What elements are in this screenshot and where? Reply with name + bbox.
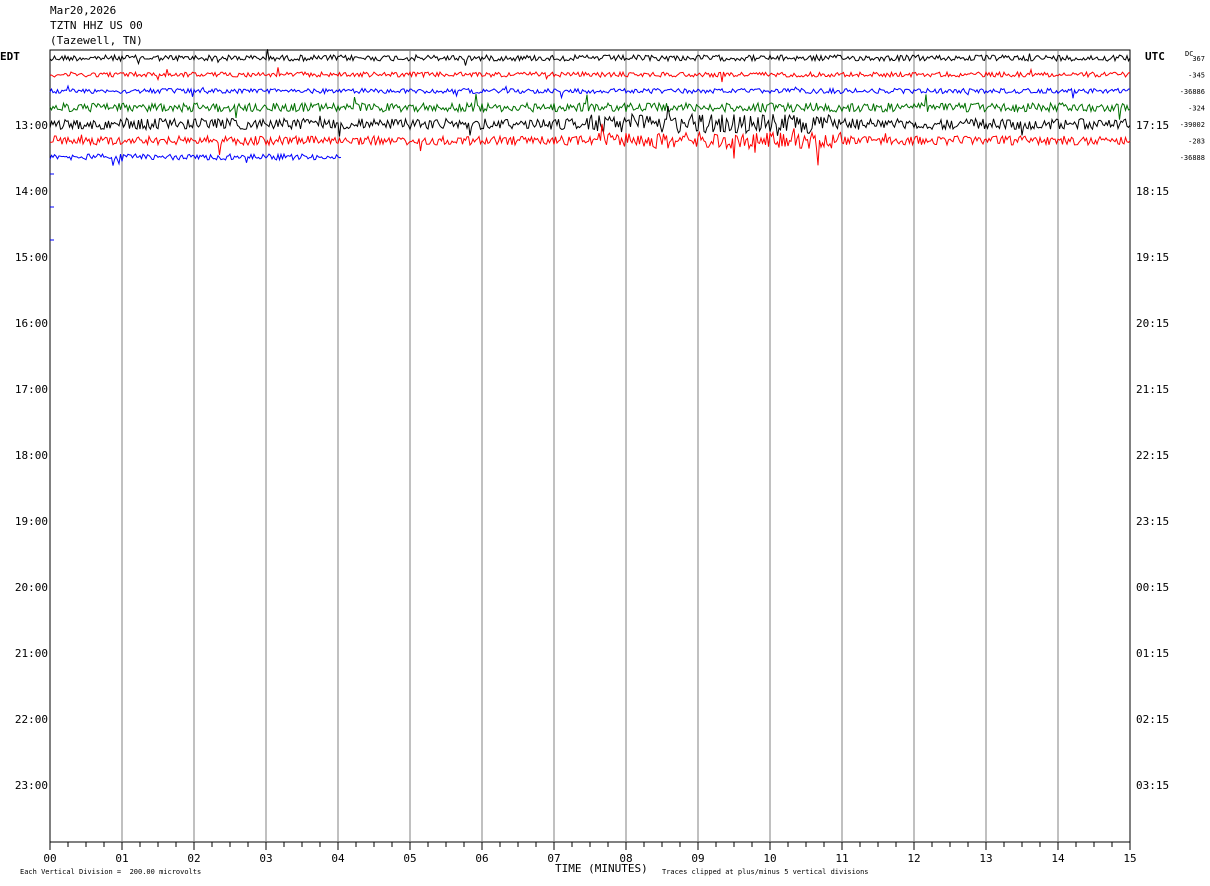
edt-hour-label: 15:00 [15,251,48,264]
seismic-trace [49,94,1131,120]
utc-label: UTC [1145,50,1165,63]
utc-hour-label: 03:15 [1136,779,1169,792]
station-id: TZTN HHZ US 00 [50,19,143,32]
x-tick-label: 13 [979,852,992,865]
dc-offset-label: -36888 [1180,154,1205,162]
edt-hour-label: 18:00 [15,449,48,462]
x-tick-label: 10 [763,852,776,865]
x-tick-label: 11 [835,852,848,865]
plot-frame [49,49,1131,843]
seismic-trace [49,123,1131,166]
x-tick-label: 01 [115,852,128,865]
seismic-trace [49,49,1131,66]
station-location: (Tazewell, TN) [50,34,143,47]
utc-hour-label: 21:15 [1136,383,1169,396]
x-tick-label: 04 [331,852,345,865]
dc-label: DC [1185,50,1194,58]
dc-offset-label: -283 [1188,138,1205,146]
plot-date: Mar20,2026 [50,4,117,17]
utc-hour-label: 18:15 [1136,185,1169,198]
utc-hour-label: 19:15 [1136,251,1169,264]
edt-hour-label: 13:00 [15,119,48,132]
x-tick-label: 12 [907,852,920,865]
scale-note: Each Vertical Division = 200.00 microvol… [20,868,202,876]
edt-hour-label: 19:00 [15,515,48,528]
utc-hour-label: 20:15 [1136,317,1169,330]
x-tick-label: 05 [403,852,416,865]
edt-label: EDT [0,50,20,63]
dc-offset-label: -345 [1188,72,1205,80]
edt-hour-label: 16:00 [15,317,48,330]
x-tick-label: 07 [547,852,560,865]
x-tick-label: 08 [619,852,632,865]
dc-offset-label: -39002 [1180,121,1205,129]
dc-offset-label: -36886 [1180,88,1205,96]
utc-hour-label: 02:15 [1136,713,1169,726]
seismic-trace [49,84,1131,100]
x-tick-label: 02 [187,852,200,865]
dc-offset-label: 367 [1192,55,1205,63]
utc-hour-label: 00:15 [1136,581,1169,594]
edt-hour-label: 20:00 [15,581,48,594]
edt-hour-label: 21:00 [15,647,48,660]
utc-hour-label: 01:15 [1136,647,1169,660]
edt-hour-label: 22:00 [15,713,48,726]
clip-note: Traces clipped at plus/minus 5 vertical … [662,868,869,876]
x-axis-title: TIME (MINUTES) [555,862,648,875]
utc-hour-label: 17:15 [1136,119,1169,132]
seismic-trace [49,152,342,166]
x-tick-label: 00 [43,852,56,865]
dc-offset-label: -324 [1188,105,1205,113]
utc-hour-label: 23:15 [1136,515,1169,528]
x-tick-label: 09 [691,852,704,865]
edt-hour-label: 14:00 [15,185,48,198]
x-tick-label: 15 [1123,852,1136,865]
x-tick-label: 06 [475,852,488,865]
seismic-trace [49,106,1131,137]
edt-hour-label: 23:00 [15,779,48,792]
utc-hour-label: 22:15 [1136,449,1169,462]
x-tick-label: 03 [259,852,272,865]
edt-hour-label: 17:00 [15,383,48,396]
x-tick-label: 14 [1051,852,1065,865]
seismic-trace [49,67,1131,83]
